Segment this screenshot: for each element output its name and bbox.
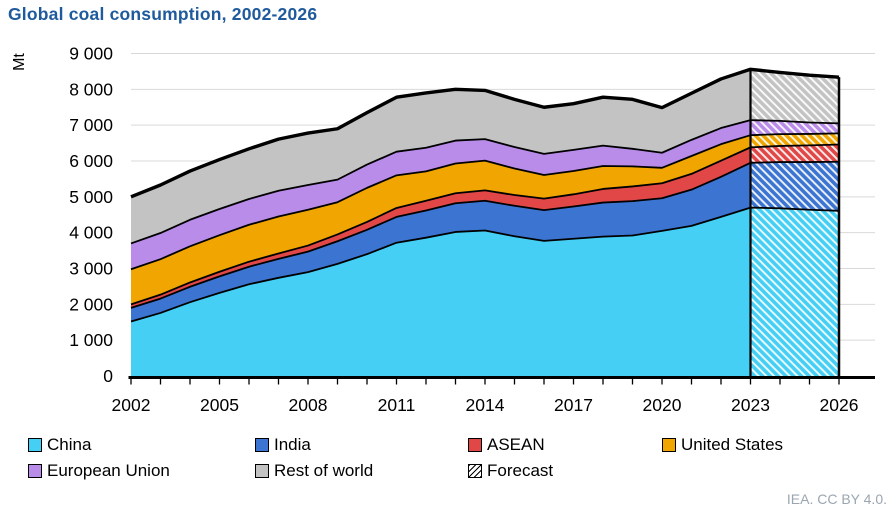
band-outlines (130, 67, 840, 323)
y-tick-label: 0 (103, 366, 113, 386)
legend-item-european-union: European Union (28, 462, 255, 479)
x-tick-label: 2011 (378, 395, 416, 415)
x-tick-label: 2017 (554, 395, 593, 415)
band-india (131, 161, 839, 322)
chart-canvas: 0 1 000 2 000 3 000 4 000 5 000 6 000 7 000 8 00… (11, 44, 875, 415)
legend-item-forecast: Forecast (468, 462, 662, 479)
band-china (131, 207, 839, 376)
chart-legend: China India ASEAN United States European Uni… (28, 436, 783, 479)
legend-label: Rest of world (274, 461, 374, 480)
legend-label: Forecast (487, 461, 554, 480)
legend-label: European Union (47, 461, 170, 480)
color-swatch-icon (28, 437, 42, 452)
y-axis-unit-label: Mt (11, 53, 28, 71)
x-tick-label: 2008 (289, 395, 328, 415)
y-tick-label: 7 000 (69, 115, 113, 135)
x-tick-label: 2014 (466, 395, 505, 415)
stacked-area-chart: 0 1 000 2 000 3 000 4 000 5 000 6 000 7 000 8 00… (11, 44, 875, 415)
y-tick-label: 1 000 (69, 330, 113, 350)
legend-label: ASEAN (487, 435, 545, 454)
x-axis-labels: 2002 2005 2008 2011 2014 2017 2020 2023 2026 (112, 395, 859, 415)
legend-label: China (47, 435, 92, 454)
y-tick-label: 4 000 (69, 223, 113, 243)
color-swatch-icon (255, 463, 269, 478)
legend-item-rest-of-world: Rest of world (255, 462, 468, 479)
band-asean (131, 144, 839, 308)
x-tick-label: 2002 (112, 395, 151, 415)
y-tick-label: 6 000 (69, 151, 113, 171)
legend-item-india: India (255, 436, 468, 453)
legend-item-united-states: United States (662, 436, 783, 453)
color-swatch-icon (468, 437, 482, 452)
color-swatch-icon (255, 437, 269, 452)
band-united-states (131, 133, 839, 305)
x-tick-label: 2026 (820, 395, 859, 415)
forecast-hatch-swatch-icon (468, 463, 482, 478)
legend-label: United States (681, 435, 784, 454)
y-tick-label: 3 000 (69, 259, 113, 279)
band-rest-of-world (131, 69, 839, 244)
x-tick-label: 2023 (731, 395, 770, 415)
y-tick-label: 5 000 (69, 187, 113, 207)
legend-label: India (274, 435, 311, 454)
source-credit: IEA. CC BY 4.0. (786, 491, 887, 507)
x-axis-ticks (130, 379, 840, 385)
color-swatch-icon (662, 437, 676, 452)
legend-item-china: China (28, 436, 255, 453)
color-swatch-icon (28, 463, 42, 478)
y-tick-label: 9 000 (69, 44, 113, 64)
y-tick-label: 2 000 (69, 294, 113, 314)
series-bands (131, 69, 839, 376)
chart-title: Global coal consumption, 2002-2026 (8, 4, 318, 24)
x-tick-label: 2005 (200, 395, 239, 415)
y-tick-label: 8 000 (69, 79, 113, 99)
x-tick-label: 2020 (643, 395, 682, 415)
y-axis-labels: 0 1 000 2 000 3 000 4 000 5 000 6 000 7 000 8 00… (69, 44, 113, 387)
legend-item-asean: ASEAN (468, 436, 662, 453)
forecast-overlay (750, 69, 839, 377)
band-european-union (131, 120, 839, 270)
